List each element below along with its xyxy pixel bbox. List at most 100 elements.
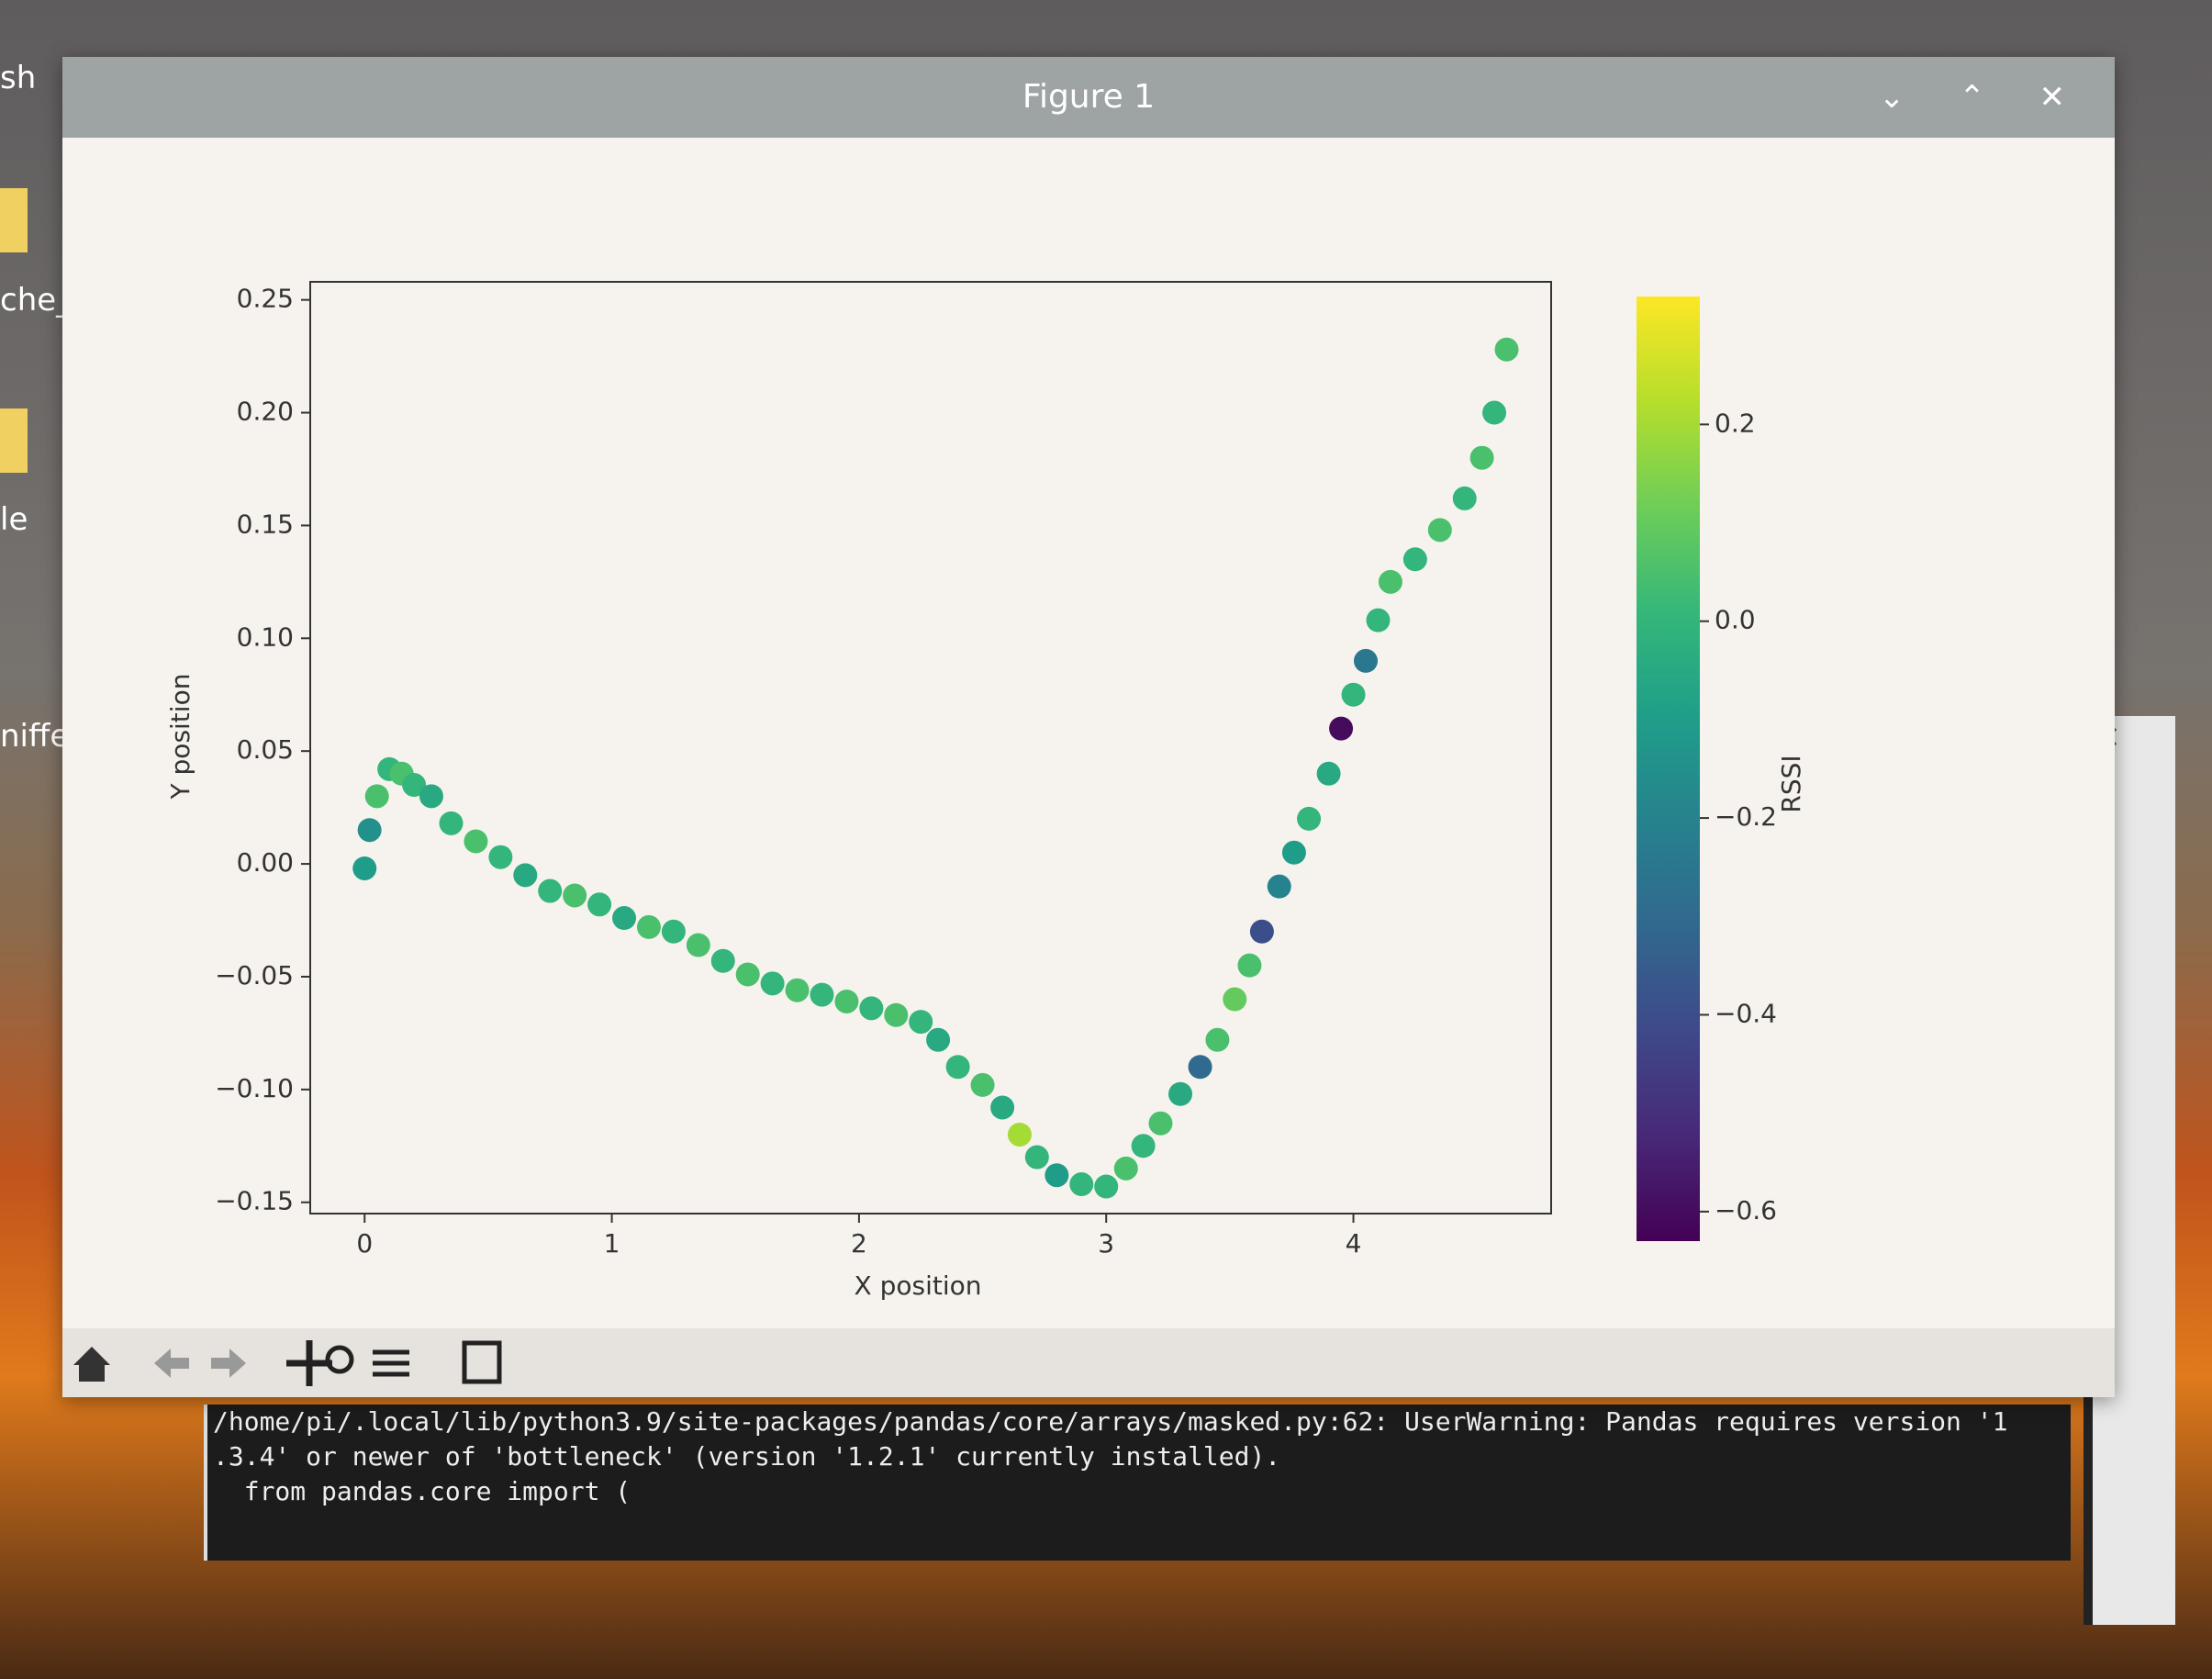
pan-button[interactable] <box>286 1340 332 1386</box>
figure: Y position X position RSSI 0.250.200.150… <box>165 281 1806 1301</box>
y-tick-label: −0.05 <box>215 960 294 991</box>
scatter-point <box>1205 1027 1230 1052</box>
terminal: /home/pi/.local/lib/python3.9/site-packa… <box>204 1405 2071 1561</box>
desktop-label[interactable]: sh <box>0 60 37 96</box>
scatter-point <box>990 1095 1015 1120</box>
scatter-point <box>1094 1174 1119 1199</box>
scatter-point <box>1045 1163 1069 1188</box>
scatter-point <box>357 818 382 843</box>
colorbar <box>1637 297 1700 1241</box>
scatter-point <box>970 1072 995 1097</box>
scatter-point <box>1223 987 1247 1012</box>
toolbar <box>62 1328 2115 1397</box>
scatter-point <box>488 845 513 869</box>
scatter-point <box>636 914 661 939</box>
scatter-point <box>1024 1145 1049 1170</box>
terminal-line: .3.4' or newer of 'bottleneck' (version … <box>213 1441 1281 1472</box>
scatter-point <box>1316 761 1341 786</box>
scatter-point <box>686 933 710 957</box>
colorbar-tick-label: −0.6 <box>1715 1195 1777 1226</box>
scatter-point <box>909 1010 933 1035</box>
scatter-point <box>859 996 884 1021</box>
home-button[interactable] <box>73 1347 110 1382</box>
scatter-point <box>1354 648 1379 673</box>
scatter-point <box>1267 874 1291 899</box>
scatter-point <box>352 856 377 880</box>
scatter-point <box>563 883 587 908</box>
scatter-point <box>834 989 859 1013</box>
title-bar: Figure 1 <box>62 57 2115 138</box>
scatter-point <box>785 978 810 1002</box>
scatter-point <box>926 1027 951 1052</box>
scatter-point <box>1297 806 1322 831</box>
scatter-point <box>1188 1055 1212 1080</box>
scatter-point <box>710 948 735 973</box>
y-tick-label: 0.05 <box>237 734 294 765</box>
colorbar-tick-label: 0.2 <box>1715 408 1756 438</box>
colorbar-tick-label: −0.2 <box>1715 801 1777 832</box>
x-tick-label: 1 <box>604 1228 620 1259</box>
scatter-point <box>1427 518 1452 543</box>
scatter-point <box>587 892 612 917</box>
x-axis-label: X position <box>855 1270 982 1301</box>
figure-window: Figure 1 ⌄ ⌃ ✕ Y position X position RSS… <box>62 57 2115 1397</box>
x-tick-label: 0 <box>356 1228 373 1259</box>
scatter-point <box>1341 682 1366 707</box>
y-tick-label: −0.10 <box>215 1073 294 1103</box>
scatter-point <box>513 863 538 888</box>
scatter-point <box>884 1002 909 1027</box>
y-tick-label: 0.20 <box>237 397 294 427</box>
colorbar-tick-label: −0.4 <box>1715 998 1777 1028</box>
x-tick-label: 3 <box>1098 1228 1114 1259</box>
scatter-point <box>1494 337 1519 362</box>
scatter-point <box>612 906 637 931</box>
scatter-point <box>402 773 427 798</box>
colorbar-tick-label: 0.0 <box>1715 605 1756 635</box>
scatter-point <box>1148 1111 1173 1136</box>
terminal-line: /home/pi/.local/lib/python3.9/site-packa… <box>213 1406 2008 1437</box>
scatter-point <box>1007 1122 1032 1147</box>
scatter-point <box>1113 1156 1138 1181</box>
scatter-point <box>419 784 443 809</box>
scatter-point <box>1452 486 1477 510</box>
desktop-icon[interactable] <box>0 409 28 473</box>
scatter-point <box>464 829 488 854</box>
scatter-point <box>1378 569 1402 594</box>
scatter-point <box>1168 1081 1193 1106</box>
window-buttons[interactable]: ⌄ ⌃ ✕ <box>1878 79 2087 116</box>
scatter-point <box>538 879 563 903</box>
configure-button[interactable] <box>373 1349 409 1377</box>
y-axis-label: Y position <box>165 674 196 800</box>
scatter-point <box>439 811 464 835</box>
scatter-point <box>364 784 389 809</box>
scatter-point <box>1469 445 1494 470</box>
forward-button[interactable] <box>211 1349 246 1378</box>
y-tick-label: 0.15 <box>237 509 294 539</box>
colorbar-label: RSSI <box>1776 755 1806 812</box>
scatter-point <box>1237 953 1262 978</box>
toolbar-icons <box>73 1340 502 1386</box>
y-tick-label: −0.15 <box>215 1186 294 1216</box>
desktop-label[interactable]: niffe <box>0 718 70 755</box>
scatter-point <box>1366 608 1391 632</box>
scatter-point <box>735 962 760 987</box>
scatter-point <box>1402 547 1427 572</box>
scatter-point <box>1249 919 1274 944</box>
scatter-point <box>945 1055 970 1080</box>
back-button[interactable] <box>154 1349 189 1378</box>
scatter-point <box>1329 716 1354 741</box>
x-tick-label: 4 <box>1346 1228 1362 1259</box>
scatter-point <box>1482 400 1507 425</box>
axes-frame <box>309 281 1552 1214</box>
desktop-label[interactable]: le <box>0 501 28 538</box>
y-tick-label: 0.00 <box>237 847 294 878</box>
save-button[interactable] <box>462 1340 502 1384</box>
y-tick-label: 0.25 <box>237 284 294 314</box>
scatter-point <box>1281 840 1306 865</box>
zoom-button[interactable] <box>325 1345 354 1374</box>
desktop-label[interactable]: che_ <box>0 282 73 319</box>
scatter-point <box>1131 1134 1156 1159</box>
scatter-point <box>661 919 686 944</box>
desktop-icon[interactable] <box>0 188 28 252</box>
